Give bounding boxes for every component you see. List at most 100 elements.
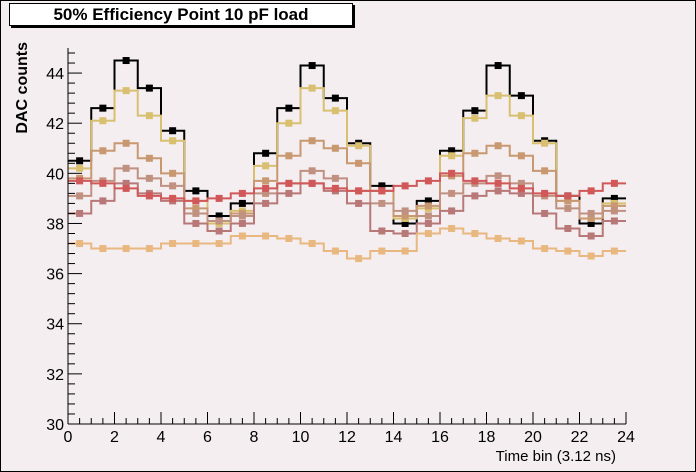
x-tick-label: 24 <box>617 429 635 446</box>
y-axis-title: DAC counts <box>14 42 31 134</box>
series-6-point <box>308 240 316 248</box>
series-4-point <box>401 229 409 237</box>
y-tick-label: 38 <box>46 216 64 233</box>
series-1-point <box>471 114 479 122</box>
series-1-point <box>355 142 363 150</box>
series-0-point <box>169 127 177 135</box>
series-2-point <box>145 154 153 162</box>
series-4-point <box>285 189 293 197</box>
series-4-point <box>76 209 84 217</box>
series-5-point <box>564 192 572 200</box>
series-layer <box>68 48 626 424</box>
chart-title: 50% Efficiency Point 10 pF load <box>9 3 353 26</box>
series-1-point <box>169 137 177 145</box>
series-2-point <box>122 139 130 147</box>
series-4-point <box>494 187 502 195</box>
series-5-point <box>448 169 456 177</box>
series-2-point <box>541 167 549 175</box>
series-6-point <box>215 240 223 248</box>
series-6-point <box>424 229 432 237</box>
y-tick-label: 30 <box>46 417 64 434</box>
series-0-point <box>262 149 270 157</box>
series-2-point <box>564 197 572 205</box>
series-1-point <box>308 84 316 92</box>
series-5-point <box>517 184 525 192</box>
x-tick-label: 22 <box>571 429 589 446</box>
series-6-point <box>517 237 525 245</box>
x-axis-title: Time bin (3.12 ns) <box>496 448 616 465</box>
x-tick-label: 10 <box>292 429 310 446</box>
series-1-point <box>145 112 153 120</box>
x-tick-label: 2 <box>110 429 119 446</box>
series-4-point <box>238 219 246 227</box>
series-5-point <box>262 184 270 192</box>
series-line-6 <box>68 227 626 260</box>
x-tick-label: 18 <box>478 429 496 446</box>
series-2-point <box>610 202 618 210</box>
series-0-point <box>145 84 153 92</box>
series-2-point <box>587 214 595 222</box>
series-5-point <box>610 179 618 187</box>
series-line-2 <box>68 139 626 222</box>
series-5-point <box>145 192 153 200</box>
series-3-point <box>517 179 525 187</box>
x-tick-label: 20 <box>524 429 542 446</box>
series-5-point <box>587 187 595 195</box>
series-4-point <box>610 217 618 225</box>
series-2-point <box>355 159 363 167</box>
series-0-point <box>401 219 409 227</box>
series-6-point <box>122 245 130 253</box>
series-4-point <box>471 192 479 200</box>
series-3-point <box>145 174 153 182</box>
series-0-point <box>448 147 456 155</box>
series-0-point <box>122 57 130 65</box>
series-3-point <box>308 167 316 175</box>
y-tick-label: 34 <box>46 317 64 334</box>
series-0-point <box>378 182 386 190</box>
series-4-point <box>192 219 200 227</box>
series-6-point <box>610 247 618 255</box>
series-6-point <box>285 235 293 243</box>
series-0-point <box>331 94 339 102</box>
series-4-point <box>262 199 270 207</box>
series-5-point <box>285 179 293 187</box>
series-6-point <box>145 245 153 253</box>
series-5-point <box>192 197 200 205</box>
series-4-point <box>517 189 525 197</box>
series-6-point <box>471 229 479 237</box>
series-3-point <box>238 212 246 220</box>
series-5-point <box>238 189 246 197</box>
series-2-point <box>331 144 339 152</box>
series-line-4 <box>68 182 626 237</box>
series-2-point <box>401 212 409 220</box>
series-1-point <box>448 152 456 160</box>
x-tick-label: 16 <box>431 429 449 446</box>
series-1-point <box>541 139 549 147</box>
series-line-5 <box>68 172 626 202</box>
x-tick-label: 8 <box>250 429 259 446</box>
series-6-point <box>448 224 456 232</box>
series-0-point <box>76 157 84 165</box>
series-3-point <box>448 189 456 197</box>
series-4-point <box>448 207 456 215</box>
series-3-point <box>169 182 177 190</box>
series-1-point <box>331 107 339 115</box>
series-3-point <box>494 172 502 180</box>
series-5-point <box>76 177 84 185</box>
series-4-point <box>215 227 223 235</box>
series-6-point <box>541 245 549 253</box>
series-1-point <box>262 162 270 170</box>
series-2-point <box>494 142 502 150</box>
series-6-point <box>262 232 270 240</box>
series-6-point <box>76 240 84 248</box>
series-6-point <box>564 247 572 255</box>
series-5-point <box>308 179 316 187</box>
series-3-point <box>122 164 130 172</box>
series-5-point <box>471 177 479 185</box>
series-3-point <box>424 212 432 220</box>
series-5-point <box>169 194 177 202</box>
series-4-point <box>378 227 386 235</box>
series-5-point <box>355 187 363 195</box>
series-5-point <box>401 182 409 190</box>
series-2-point <box>99 147 107 155</box>
